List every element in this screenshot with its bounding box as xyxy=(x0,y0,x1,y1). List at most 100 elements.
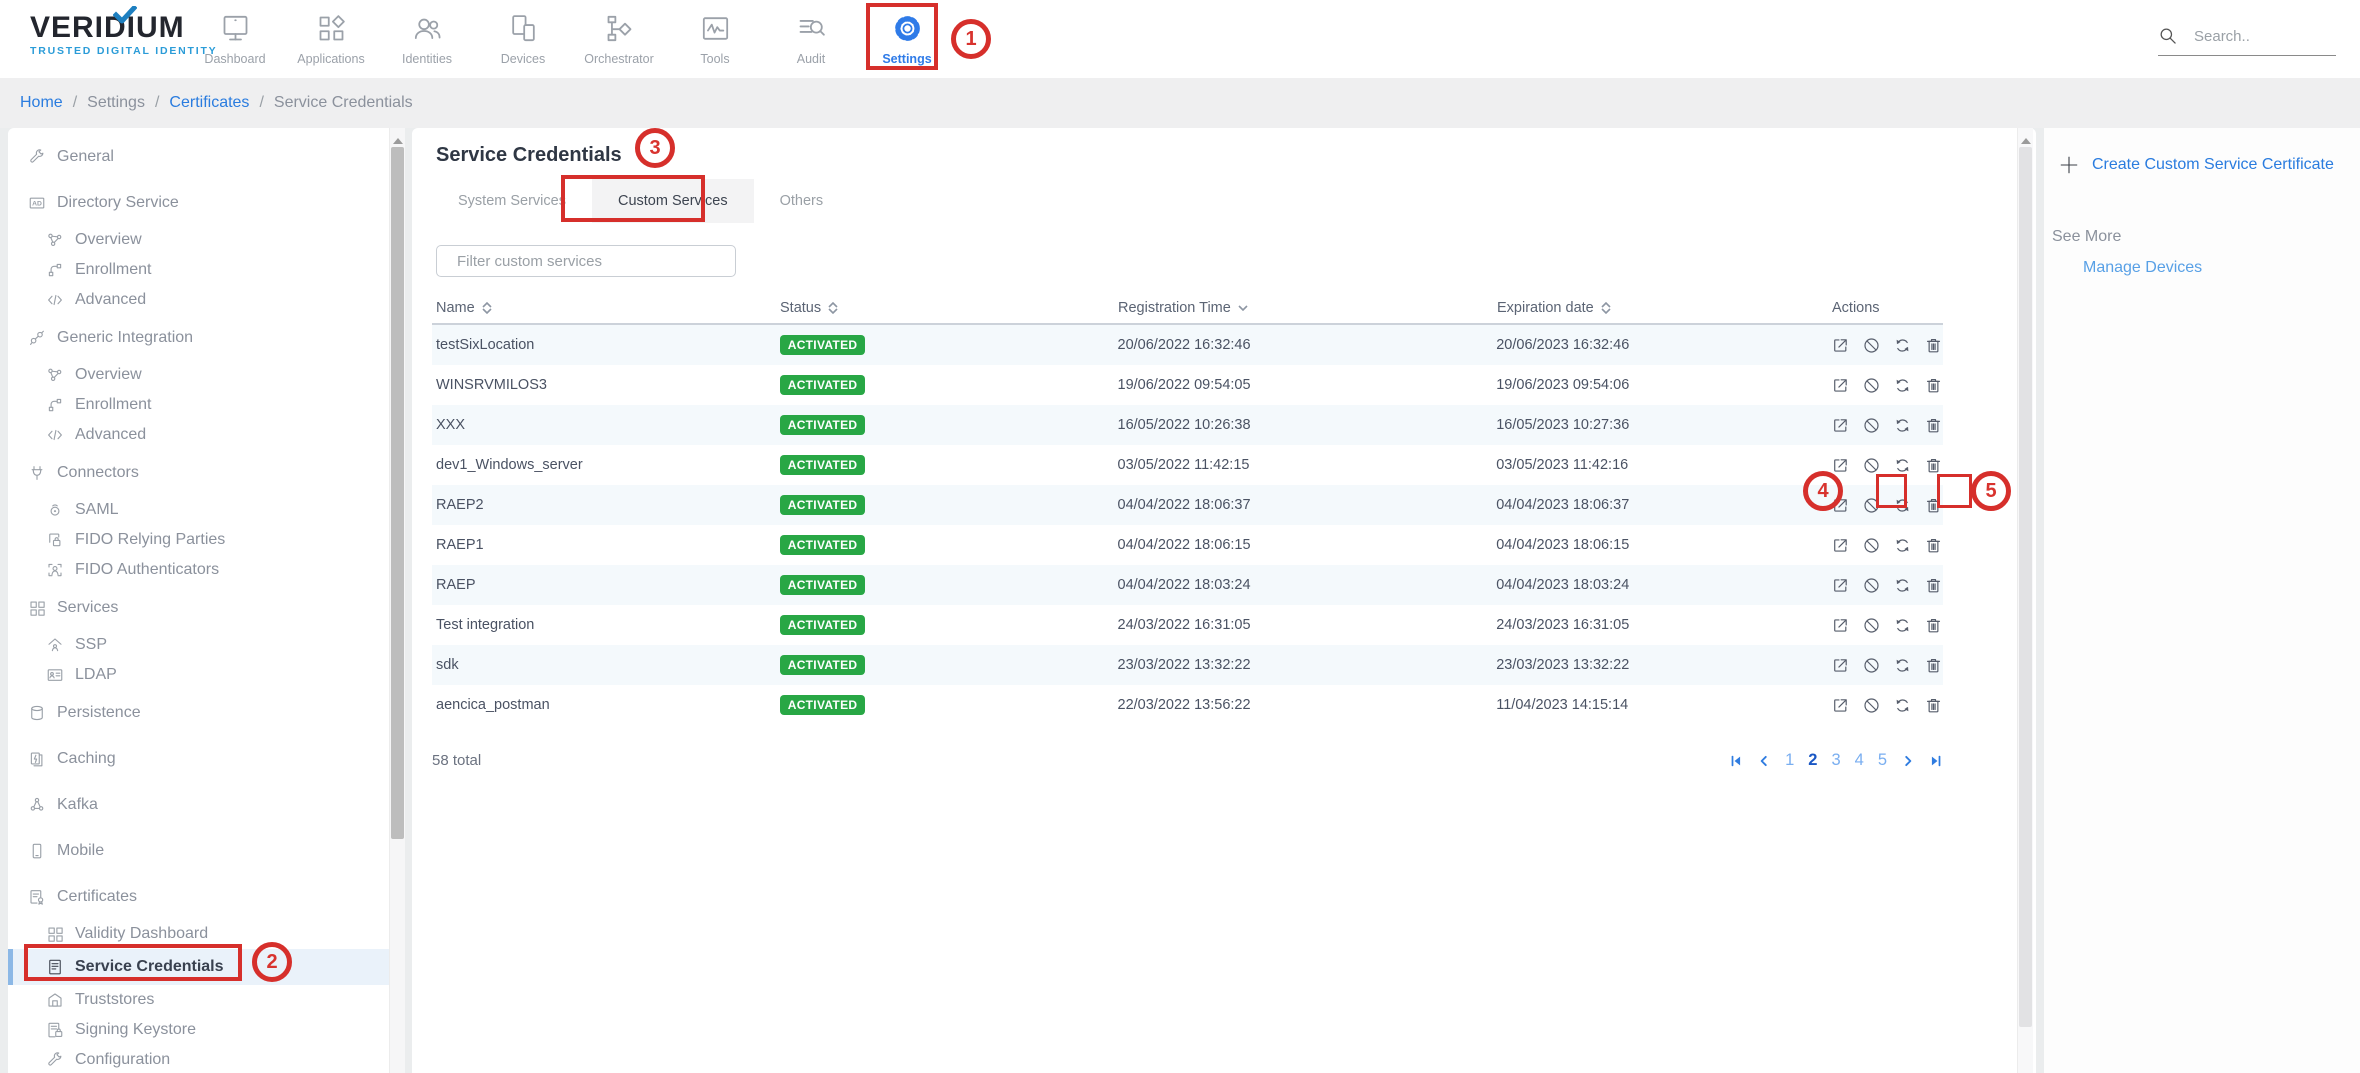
sidebar-item-service-credentials[interactable]: Service Credentials xyxy=(8,949,389,985)
sidebar-item-enrollment[interactable]: Enrollment xyxy=(8,390,389,420)
main-scrollbar[interactable] xyxy=(2017,128,2033,1073)
scrollbar-thumb[interactable] xyxy=(2019,147,2032,1027)
sidebar-item-configuration[interactable]: Configuration xyxy=(8,1045,389,1073)
sidebar-item-ssp[interactable]: SSP xyxy=(8,630,389,660)
sidebar-item-truststores[interactable]: Truststores xyxy=(8,985,389,1015)
nav-item-tools[interactable]: Tools xyxy=(667,0,763,78)
export-action-button[interactable] xyxy=(1831,376,1850,395)
disable-action-button[interactable] xyxy=(1862,416,1881,435)
search-input[interactable] xyxy=(2192,26,2316,46)
renew-action-button[interactable] xyxy=(1893,496,1912,515)
disable-action-button[interactable] xyxy=(1862,336,1881,355)
sidebar-item-directory-service[interactable]: Directory Service xyxy=(8,188,389,218)
column-header-expiration-date[interactable]: Expiration date xyxy=(1497,300,1829,316)
global-search[interactable] xyxy=(2158,26,2336,56)
export-action-button[interactable] xyxy=(1831,496,1850,515)
manage-devices-link[interactable]: Manage Devices xyxy=(2083,259,2203,276)
column-header-registration-time[interactable]: Registration Time xyxy=(1118,300,1497,316)
sidebar-item-fido-relying-parties[interactable]: FIDO Relying Parties xyxy=(8,525,389,555)
nav-item-applications[interactable]: Applications xyxy=(283,0,379,78)
disable-action-button[interactable] xyxy=(1862,496,1881,515)
veridium-logo[interactable]: VERIDIUM TRUSTED DIGITAL IDENTITY xyxy=(30,6,250,57)
filter-input[interactable] xyxy=(436,245,736,277)
delete-action-button[interactable] xyxy=(1924,616,1943,635)
sidebar-item-enrollment[interactable]: Enrollment xyxy=(8,255,389,285)
renew-action-button[interactable] xyxy=(1893,536,1912,555)
page-number-5[interactable]: 5 xyxy=(1877,751,1887,769)
renew-action-button[interactable] xyxy=(1893,416,1912,435)
renew-action-button[interactable] xyxy=(1893,336,1912,355)
scroll-up-arrow-icon[interactable] xyxy=(2020,133,2031,144)
nav-item-orchestrator[interactable]: Orchestrator xyxy=(571,0,667,78)
disable-action-button[interactable] xyxy=(1862,456,1881,475)
export-action-button[interactable] xyxy=(1831,336,1850,355)
delete-action-button[interactable] xyxy=(1924,456,1943,475)
sidebar-item-overview[interactable]: Overview xyxy=(8,360,389,390)
page-number-1[interactable]: 1 xyxy=(1785,751,1795,769)
disable-action-button[interactable] xyxy=(1862,576,1881,595)
sidebar-item-persistence[interactable]: Persistence xyxy=(8,698,389,728)
last-page-button[interactable] xyxy=(1929,754,1943,768)
nav-item-dashboard[interactable]: Dashboard xyxy=(187,0,283,78)
breadcrumb-home[interactable]: Home xyxy=(20,94,63,111)
renew-action-button[interactable] xyxy=(1893,616,1912,635)
tab-custom-services[interactable]: Custom Services xyxy=(591,179,754,223)
next-page-button[interactable] xyxy=(1901,754,1915,768)
previous-page-button[interactable] xyxy=(1757,754,1771,768)
sidebar-item-signing-keystore[interactable]: Signing Keystore xyxy=(8,1015,389,1045)
sidebar-item-kafka[interactable]: Kafka xyxy=(8,790,389,820)
page-number-3[interactable]: 3 xyxy=(1831,751,1841,769)
export-action-button[interactable] xyxy=(1831,456,1850,475)
sidebar-item-general[interactable]: General xyxy=(8,142,389,172)
sidebar-item-certificates[interactable]: Certificates xyxy=(8,882,389,912)
scroll-up-arrow-icon[interactable] xyxy=(392,133,403,144)
sidebar-scrollbar[interactable] xyxy=(389,128,405,1073)
disable-action-button[interactable] xyxy=(1862,376,1881,395)
delete-action-button[interactable] xyxy=(1924,336,1943,355)
export-action-button[interactable] xyxy=(1831,416,1850,435)
page-number-4[interactable]: 4 xyxy=(1854,751,1864,769)
disable-action-button[interactable] xyxy=(1862,536,1881,555)
disable-action-button[interactable] xyxy=(1862,656,1881,675)
first-page-button[interactable] xyxy=(1729,754,1743,768)
sidebar-item-caching[interactable]: Caching xyxy=(8,744,389,774)
sidebar-item-advanced[interactable]: Advanced xyxy=(8,285,389,315)
disable-action-button[interactable] xyxy=(1862,616,1881,635)
sidebar-item-validity-dashboard[interactable]: Validity Dashboard xyxy=(8,919,389,949)
delete-action-button[interactable] xyxy=(1924,576,1943,595)
export-action-button[interactable] xyxy=(1831,656,1850,675)
column-header-name[interactable]: Name xyxy=(432,300,780,316)
export-action-button[interactable] xyxy=(1831,576,1850,595)
tab-system-services[interactable]: System Services xyxy=(458,193,566,209)
export-action-button[interactable] xyxy=(1831,616,1850,635)
sidebar-item-mobile[interactable]: Mobile xyxy=(8,836,389,866)
delete-action-button[interactable] xyxy=(1924,416,1943,435)
create-custom-service-certificate-link[interactable]: Create Custom Service Certificate xyxy=(2044,128,2360,176)
delete-action-button[interactable] xyxy=(1924,696,1943,715)
sidebar-item-generic-integration[interactable]: Generic Integration xyxy=(8,323,389,353)
sidebar-item-saml[interactable]: SAML xyxy=(8,495,389,525)
nav-item-identities[interactable]: Identities xyxy=(379,0,475,78)
page-number-2[interactable]: 2 xyxy=(1808,751,1818,769)
delete-action-button[interactable] xyxy=(1924,376,1943,395)
nav-item-audit[interactable]: Audit xyxy=(763,0,859,78)
sidebar-item-ldap[interactable]: LDAP xyxy=(8,660,389,690)
sidebar-item-services[interactable]: Services xyxy=(8,593,389,623)
sidebar-item-advanced[interactable]: Advanced xyxy=(8,420,389,450)
renew-action-button[interactable] xyxy=(1893,656,1912,675)
sidebar-item-fido-authenticators[interactable]: FIDO Authenticators xyxy=(8,555,389,585)
nav-item-settings[interactable]: Settings xyxy=(859,0,955,78)
column-header-status[interactable]: Status xyxy=(780,300,1118,316)
delete-action-button[interactable] xyxy=(1924,656,1943,675)
delete-action-button[interactable] xyxy=(1924,496,1943,515)
scrollbar-thumb[interactable] xyxy=(391,147,404,839)
nav-item-devices[interactable]: Devices xyxy=(475,0,571,78)
renew-action-button[interactable] xyxy=(1893,376,1912,395)
delete-action-button[interactable] xyxy=(1924,536,1943,555)
export-action-button[interactable] xyxy=(1831,536,1850,555)
renew-action-button[interactable] xyxy=(1893,456,1912,475)
breadcrumb-certificates[interactable]: Certificates xyxy=(169,94,250,111)
disable-action-button[interactable] xyxy=(1862,696,1881,715)
renew-action-button[interactable] xyxy=(1893,576,1912,595)
sidebar-item-overview[interactable]: Overview xyxy=(8,225,389,255)
